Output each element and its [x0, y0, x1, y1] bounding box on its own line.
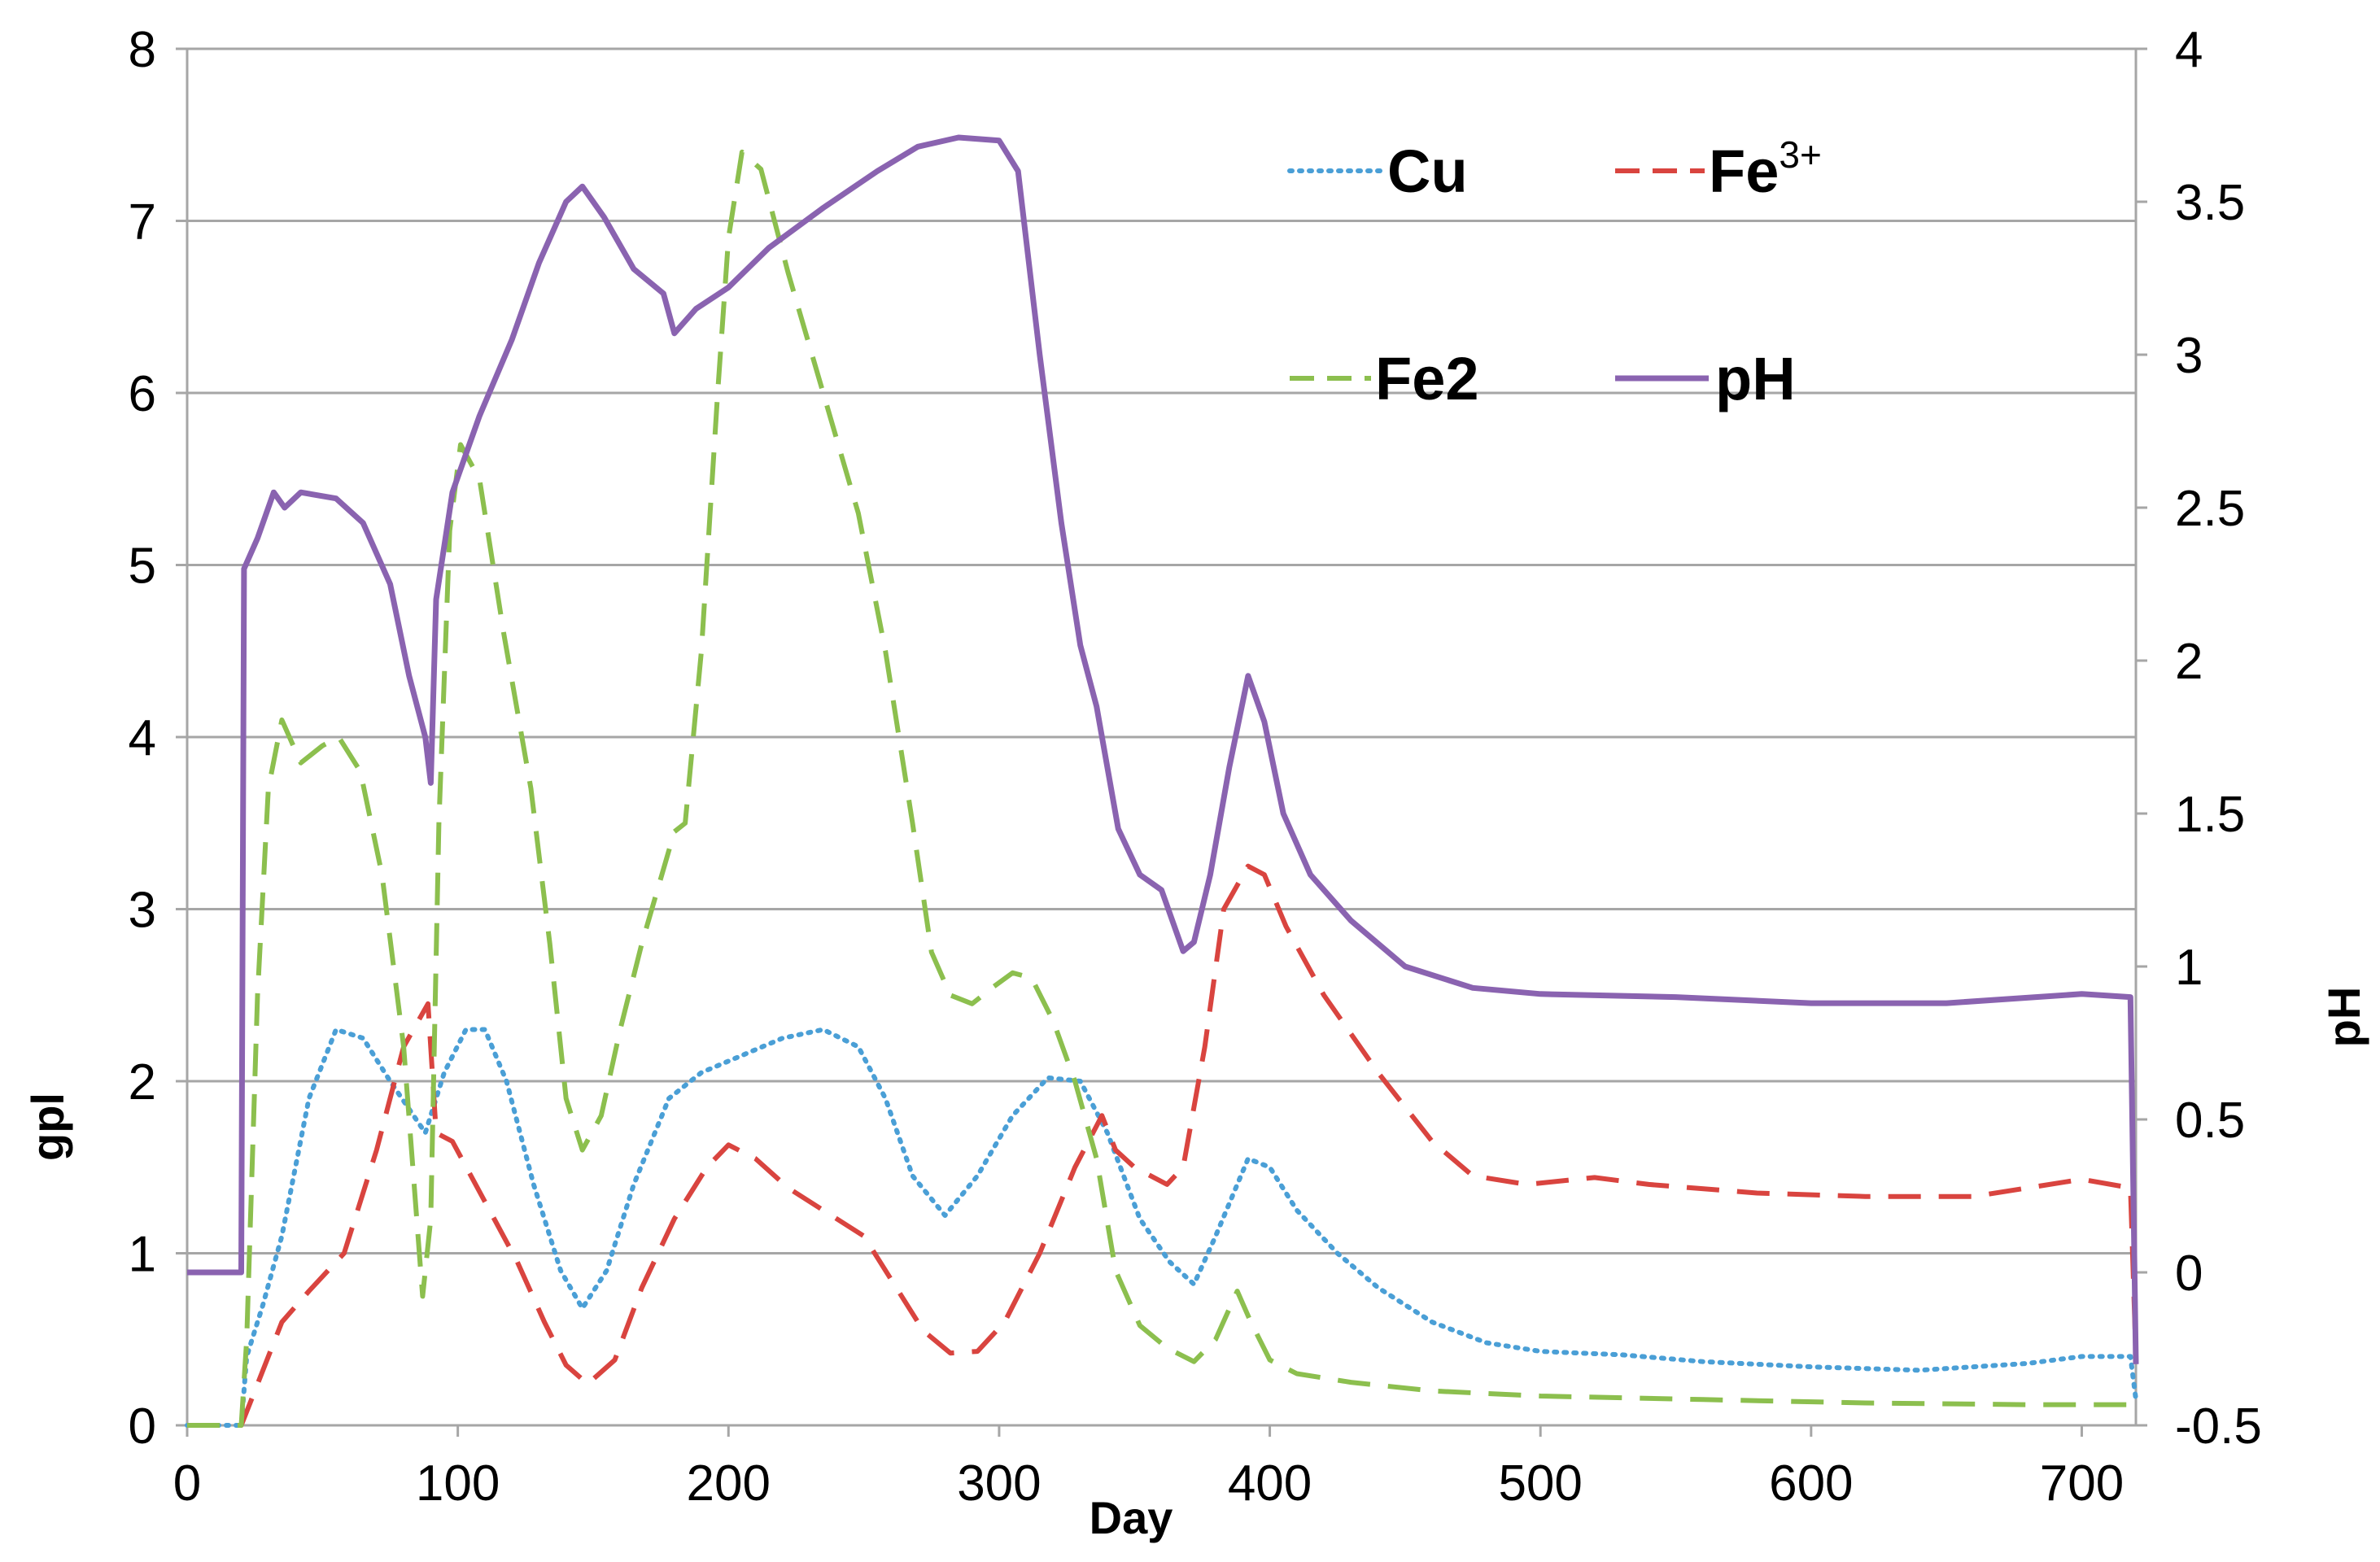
x-tick-label: 600 — [1769, 1455, 1853, 1512]
y-right-tick-label: 2.5 — [2175, 481, 2245, 537]
x-tick-label: 500 — [1498, 1455, 1582, 1512]
axes — [176, 47, 2147, 1437]
tick-labels: 0 1 2 3 4 5 6 7 8 -0.5 0 0.5 1 1.5 2 2.5 3 3.5 4 0 100 200 300… — [129, 22, 2262, 1512]
x-tick-label: 700 — [2040, 1455, 2124, 1512]
y-left-tick-label: 8 — [129, 22, 156, 78]
legend-label-fe3: Fe3+ — [1709, 133, 1822, 205]
legend-label-superscript: 3+ — [1779, 133, 1821, 176]
y-right-tick-label: 3.5 — [2175, 175, 2245, 231]
y-left-tick-label: 7 — [129, 194, 156, 251]
x-tick-label: 100 — [416, 1455, 500, 1512]
y-left-tick-label: 2 — [129, 1054, 156, 1110]
y-right-tick-label: -0.5 — [2175, 1398, 2262, 1455]
y-axis-right-label: pH — [2318, 987, 2369, 1048]
y-right-tick-label: 0 — [2175, 1246, 2203, 1302]
y-right-tick-label: 4 — [2175, 22, 2203, 78]
series-line-fe3 — [187, 863, 2138, 1428]
x-tick-label: 0 — [173, 1455, 201, 1512]
x-tick-label: 200 — [687, 1455, 771, 1512]
y-left-tick-label: 6 — [129, 366, 156, 422]
y-axis-left-label: gpl — [22, 1093, 73, 1161]
y-right-tick-label: 1.5 — [2175, 787, 2245, 843]
legend-label-ph: pH — [1715, 345, 1796, 412]
y-right-tick-label: 2 — [2175, 634, 2203, 690]
gridlines — [187, 47, 2136, 1427]
x-tick-label: 400 — [1228, 1455, 1312, 1512]
series-lines — [185, 134, 2139, 1428]
x-axis-label: Day — [1090, 1492, 1173, 1543]
y-right-tick-label: 1 — [2175, 940, 2203, 996]
series-line-ph — [187, 134, 2139, 1364]
y-left-tick-label: 3 — [129, 883, 156, 939]
y-left-tick-label: 1 — [129, 1227, 156, 1283]
y-right-tick-label: 0.5 — [2175, 1093, 2245, 1149]
y-left-tick-label: 4 — [129, 710, 156, 766]
series-line-fe2 — [187, 149, 2138, 1428]
y-left-tick-label: 5 — [129, 539, 156, 595]
legend: Cu Fe3+ Fe2 pH — [1287, 133, 1822, 412]
x-tick-label: 300 — [957, 1455, 1041, 1512]
series-line-cu — [185, 1027, 2138, 1428]
legend-label-cu: Cu — [1387, 137, 1468, 205]
legend-label-fe2: Fe2 — [1375, 345, 1479, 412]
y-right-tick-label: 3 — [2175, 328, 2203, 384]
y-left-tick-label: 0 — [129, 1398, 156, 1455]
